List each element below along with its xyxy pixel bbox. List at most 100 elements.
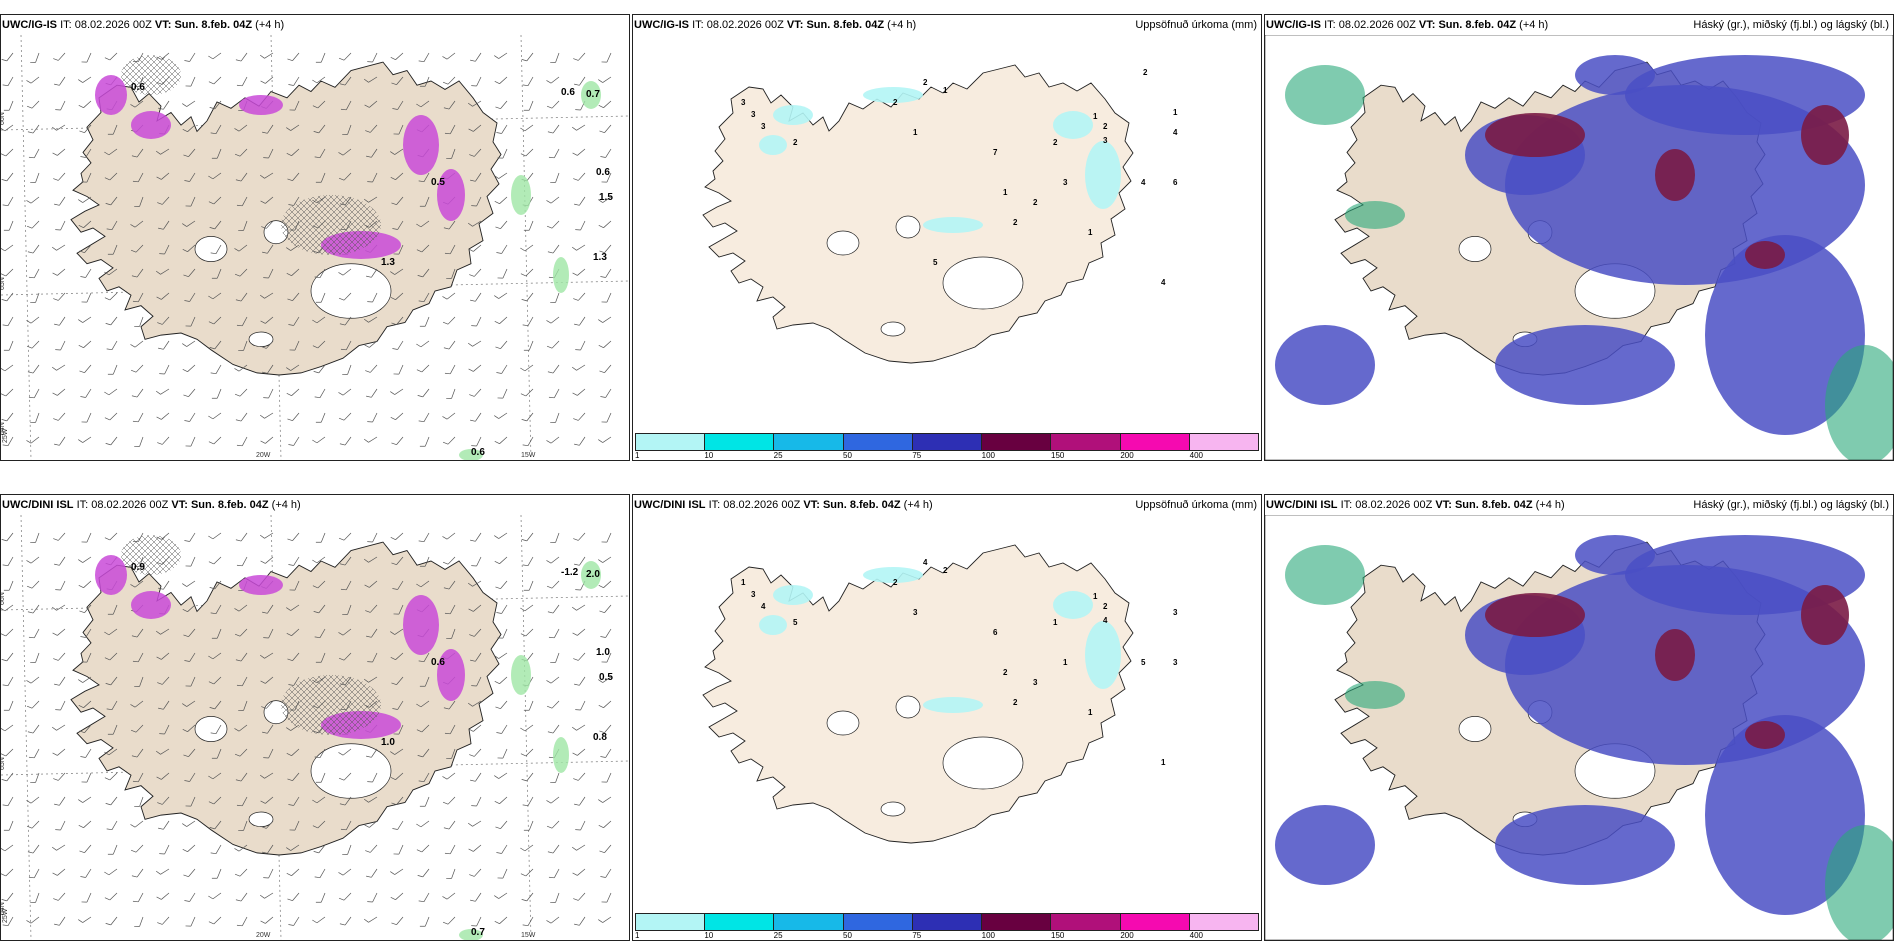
wind-barb — [51, 724, 66, 731]
wind-barb-flag — [54, 923, 60, 926]
precip-value-label: 1 — [1003, 188, 1008, 197]
wind-barb-flag — [416, 729, 422, 733]
wind-barb-staff — [266, 700, 274, 709]
wind-barb — [339, 556, 352, 566]
wind-barb-flag — [132, 300, 139, 303]
wind-barb-flag — [523, 829, 530, 831]
mid-cloud-area — [1705, 715, 1865, 915]
wind-barb — [315, 892, 326, 903]
wind-barb-flag — [104, 657, 110, 661]
wind-barb-flag — [211, 877, 218, 879]
wind-barb-flag — [575, 109, 581, 111]
wind-barb-flag — [286, 152, 292, 157]
wind-barb — [497, 628, 508, 639]
wind-barb-staff — [109, 892, 118, 901]
wind-barb-staff — [162, 796, 170, 805]
wind-barb — [132, 172, 144, 183]
wind-barb-staff — [447, 916, 456, 925]
wind-barb-flag — [391, 82, 397, 85]
wind-barb — [26, 100, 40, 109]
wind-barb-staff — [421, 244, 430, 253]
wind-barb — [208, 556, 222, 565]
latitude-label: 66N — [1, 112, 6, 125]
wind-barb-flag — [601, 781, 607, 783]
wind-barb — [598, 700, 612, 709]
wind-barb — [416, 100, 430, 108]
wind-barb-staff — [372, 52, 378, 63]
wind-barb-flag — [367, 541, 373, 543]
wind-barb — [312, 316, 326, 324]
wind-barb-staff — [7, 76, 14, 86]
latitude-label: 64N — [1, 422, 6, 435]
wind-barb-staff — [186, 580, 196, 587]
panel-header: UWC/DINI ISL IT: 08.02.2026 00Z VT: Sun.… — [634, 499, 933, 511]
wind-barb-flag — [363, 918, 369, 923]
wind-barb — [598, 676, 612, 683]
wind-barb — [211, 268, 222, 279]
wind-barb — [390, 892, 404, 901]
wind-barb — [547, 124, 560, 134]
wind-barb-staff — [551, 580, 560, 589]
wind-barb-flag — [185, 205, 191, 207]
wind-barb-flag — [494, 200, 500, 205]
wind-barb-flag — [26, 225, 33, 229]
wind-barb-staff — [161, 292, 170, 300]
wind-barb-staff — [189, 52, 196, 62]
wind-barb — [442, 412, 456, 420]
wind-barb — [523, 580, 534, 591]
wind-barb-staff — [550, 316, 560, 324]
wind-barb-staff — [139, 676, 144, 687]
wind-barb — [211, 148, 222, 159]
longitude-label: 15W — [521, 932, 536, 939]
wind-barb-staff — [501, 724, 508, 734]
wind-barb-flag — [417, 875, 423, 878]
wind-barb-staff — [472, 580, 482, 587]
wind-barb — [261, 820, 274, 829]
wind-barb-flag — [444, 132, 451, 135]
wind-barb-flag — [521, 419, 527, 422]
wind-barb-flag — [547, 371, 554, 374]
wind-barb-flag — [494, 775, 499, 779]
wind-barb-staff — [451, 628, 456, 639]
wind-barb — [211, 868, 222, 879]
wind-barb-staff — [240, 892, 248, 902]
wind-barb — [26, 436, 40, 444]
wind-barb-flag — [289, 829, 295, 831]
wind-barb-staff — [316, 916, 326, 924]
wind-barb — [573, 292, 586, 301]
wind-barb-flag — [520, 247, 526, 252]
colorbar-tick-label: 1 — [635, 451, 640, 460]
wind-barb — [208, 892, 222, 900]
wind-barb — [598, 220, 612, 229]
wind-barb — [390, 532, 404, 541]
wind-barb — [3, 100, 14, 111]
wind-barb-staff — [216, 268, 222, 279]
wind-barb — [261, 340, 274, 349]
precip-value-label: 2 — [1003, 668, 1008, 677]
wind-barb-staff — [7, 676, 14, 686]
panel-1-wind-precip-igis: UWC/IG-IS IT: 08.02.2026 00Z VT: Sun. 8.… — [0, 14, 630, 461]
wind-barb-staff — [294, 340, 300, 351]
wind-barb-staff — [343, 172, 352, 181]
wind-barb-staff — [268, 148, 274, 159]
wind-barb — [263, 388, 274, 399]
wind-barb — [185, 676, 196, 687]
wind-barb-flag — [365, 610, 371, 613]
wind-barb — [364, 340, 378, 348]
wind-barb — [600, 268, 612, 278]
wind-barb — [107, 724, 118, 735]
wind-barb-staff — [448, 340, 456, 350]
wind-barb — [157, 796, 170, 805]
precip-area-green — [511, 655, 531, 695]
wind-barb-staff — [110, 316, 118, 326]
precip-value-label: 0.6 — [471, 447, 485, 458]
wind-barb-flag — [546, 920, 552, 924]
wind-barb — [259, 652, 274, 659]
wind-barb-flag — [104, 871, 110, 876]
wind-barb-flag — [131, 155, 138, 158]
wind-barb — [234, 628, 248, 637]
wind-barb-flag — [494, 920, 500, 925]
wind-barb-staff — [33, 628, 40, 638]
precip-value-label: 1 — [943, 86, 948, 95]
wind-barb-staff — [576, 844, 586, 851]
